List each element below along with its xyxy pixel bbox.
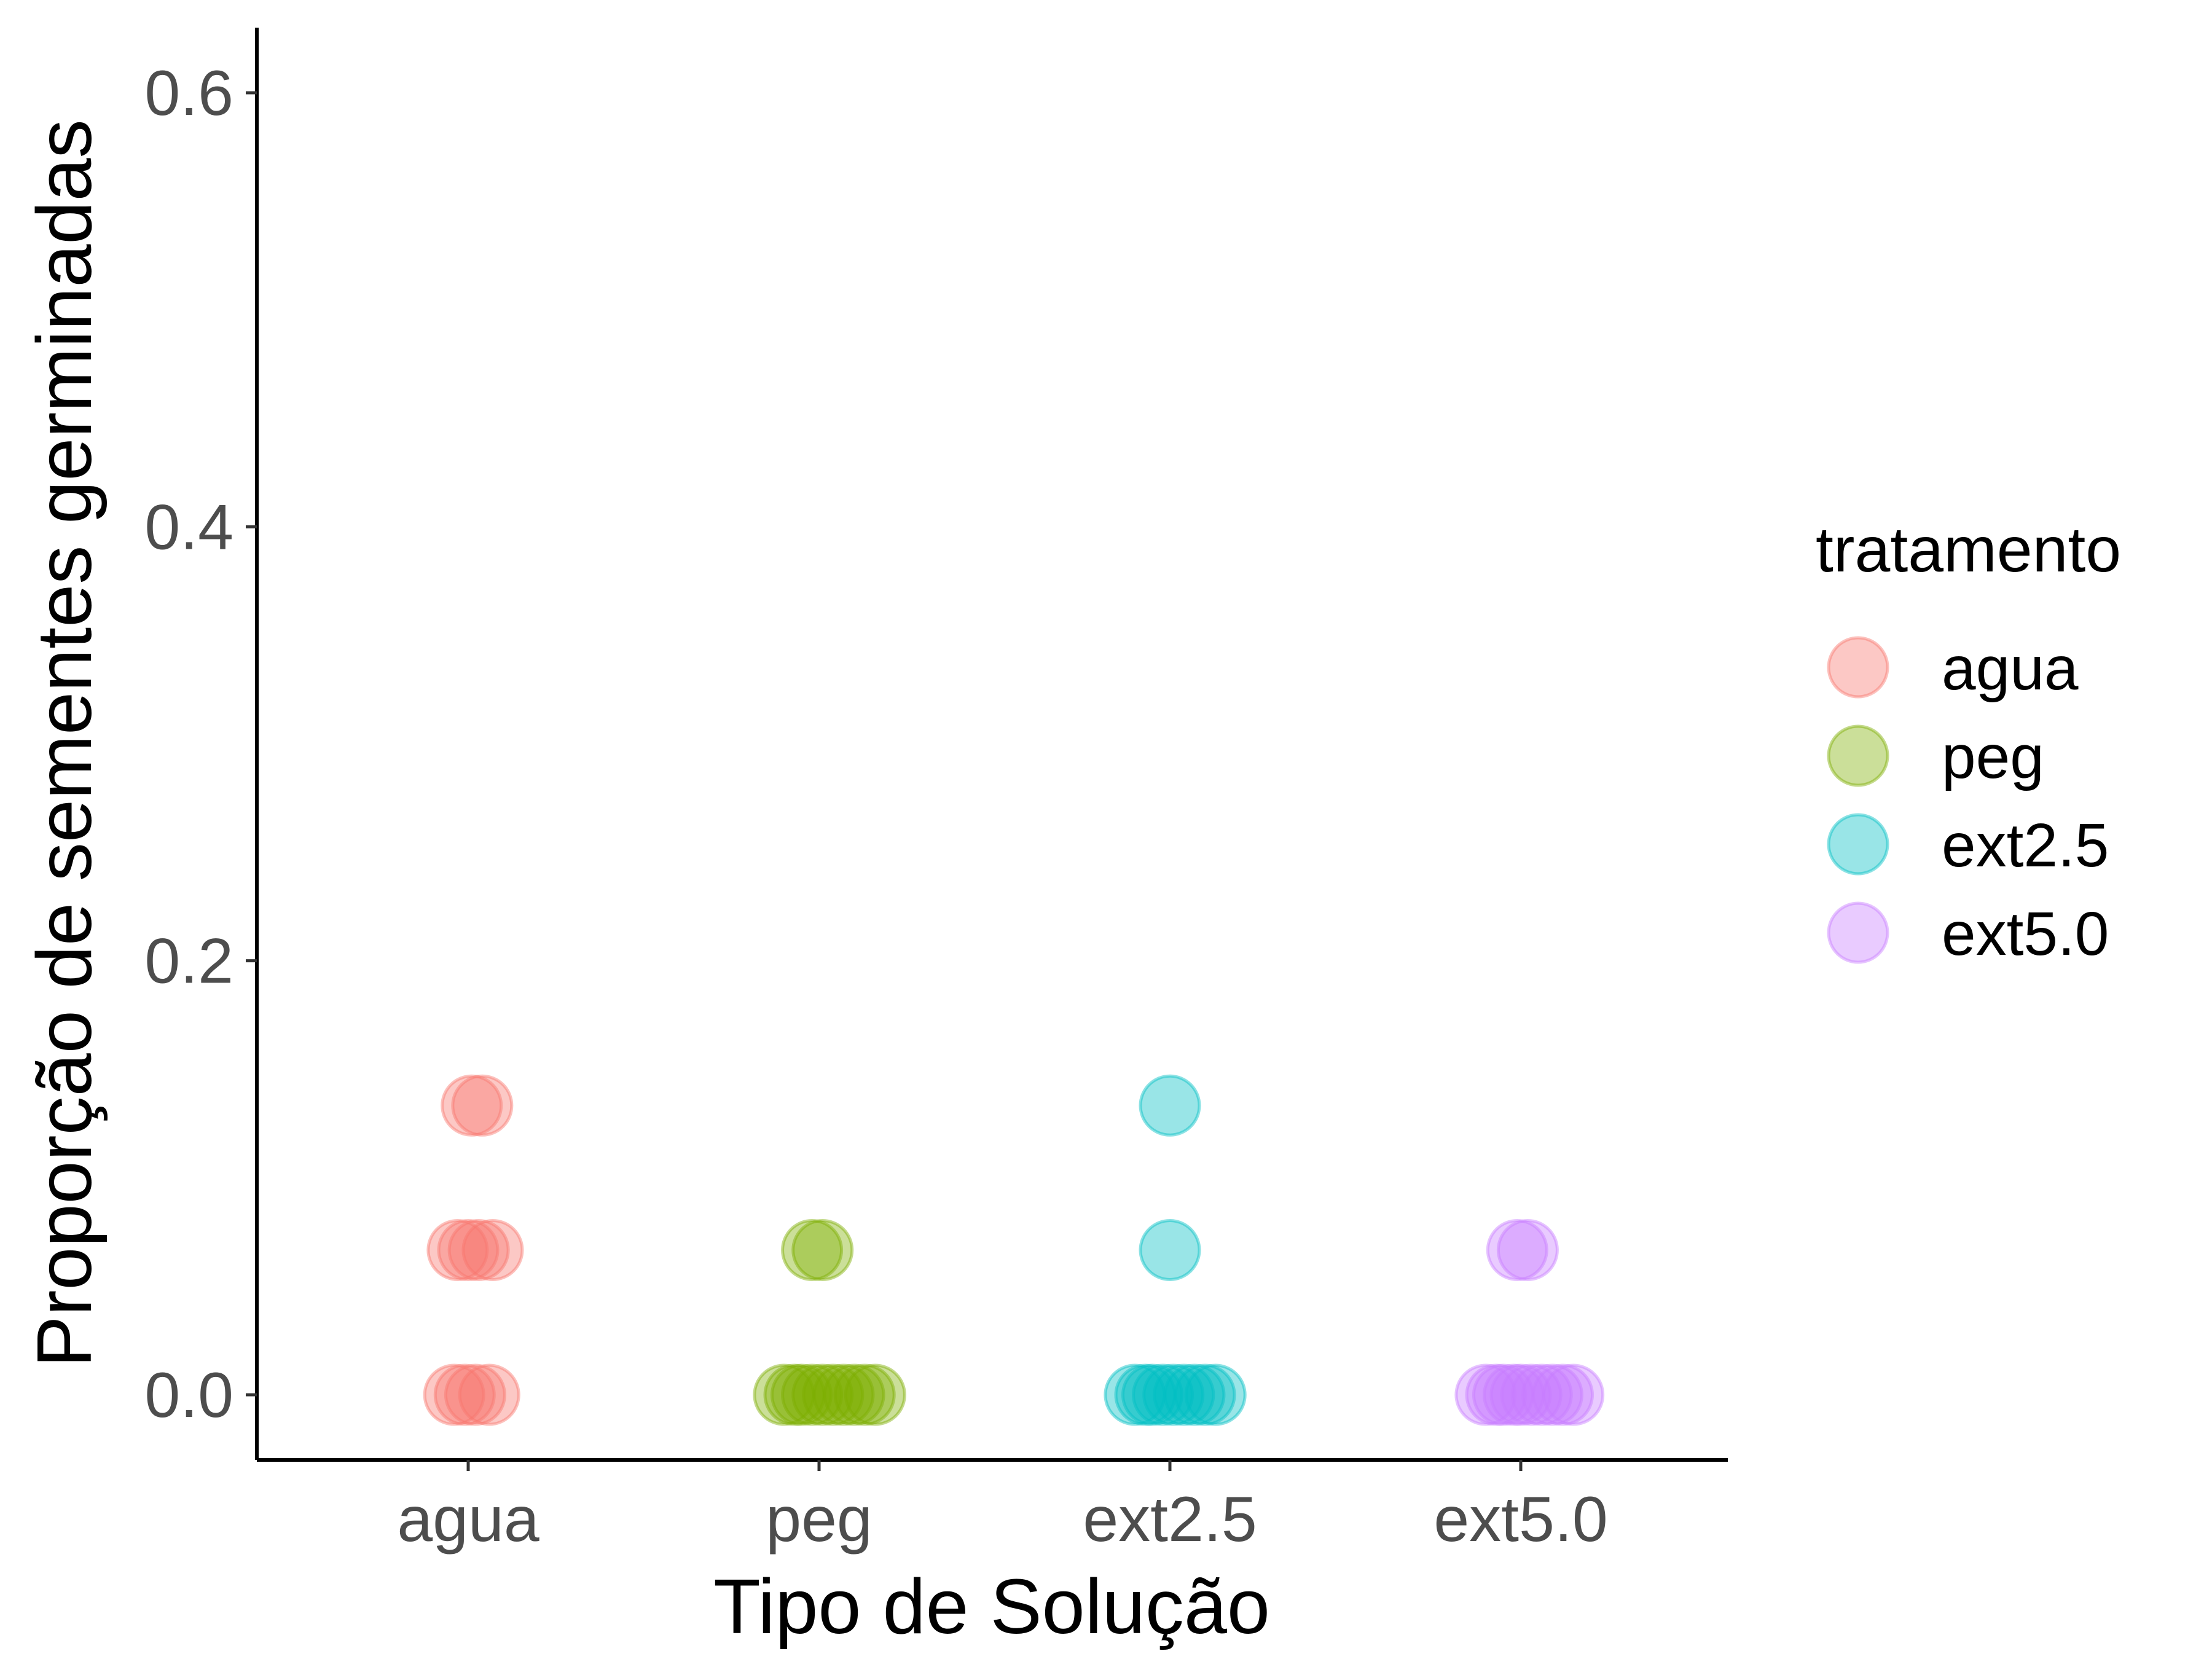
- point-ext2.5: [1139, 1074, 1201, 1137]
- point-peg: [791, 1218, 854, 1281]
- point-ext5.0: [1486, 1218, 1548, 1281]
- point-ext5.0: [1496, 1218, 1559, 1281]
- y-tick-label: 0.0: [144, 1360, 233, 1431]
- point-ext2.5: [1104, 1363, 1166, 1426]
- legend-title: tratamento: [1816, 514, 2121, 586]
- y-tick-label: 0.2: [144, 926, 233, 997]
- y-axis-title: Proporção de sementes germinadas: [21, 119, 108, 1367]
- point-ext2.5: [1139, 1218, 1201, 1281]
- point-ext2.5: [1153, 1363, 1215, 1426]
- point-ext5.0: [1489, 1363, 1552, 1426]
- point-ext5.0: [1510, 1363, 1573, 1426]
- legend-label: agua: [1942, 634, 2079, 703]
- point-peg: [823, 1363, 885, 1426]
- x-axis-title: Tipo de Solução: [713, 1563, 1270, 1650]
- point-ext5.0: [1521, 1363, 1583, 1426]
- legend-label: ext5.0: [1942, 900, 2109, 968]
- point-agua: [451, 1074, 514, 1137]
- point-ext5.0: [1542, 1363, 1605, 1426]
- legend-key-ext5.0: [1827, 901, 1889, 964]
- point-agua: [461, 1218, 524, 1281]
- legend-key-agua: [1827, 636, 1889, 699]
- legend-label: peg: [1942, 723, 2044, 791]
- y-ticks: 0.0 0.2 0.4 0.6: [144, 58, 257, 1431]
- point-peg: [770, 1363, 833, 1426]
- point-peg: [763, 1363, 826, 1426]
- point-ext5.0: [1500, 1363, 1563, 1426]
- legend-label: ext2.5: [1942, 811, 2109, 880]
- point-agua: [441, 1074, 503, 1137]
- y-tick-label: 0.4: [144, 492, 233, 563]
- legend-key-ext2.5: [1827, 813, 1889, 876]
- legend: tratamento agua peg ext2.5 ext5.0: [1816, 514, 2121, 968]
- point-peg: [844, 1363, 906, 1426]
- point-agua: [426, 1218, 489, 1281]
- point-peg: [802, 1363, 865, 1426]
- legend-items: agua peg ext2.5 ext5.0: [1827, 634, 2109, 968]
- point-peg: [781, 1363, 844, 1426]
- point-agua: [447, 1218, 510, 1281]
- point-ext5.0: [1465, 1363, 1528, 1426]
- x-tick-label: ext5.0: [1433, 1484, 1607, 1555]
- x-tick-label: peg: [766, 1484, 873, 1555]
- point-ext2.5: [1163, 1363, 1226, 1426]
- point-peg: [753, 1363, 815, 1426]
- point-peg: [791, 1363, 854, 1426]
- point-agua: [423, 1363, 485, 1426]
- point-agua: [437, 1218, 500, 1281]
- point-ext2.5: [1184, 1363, 1247, 1426]
- point-ext2.5: [1121, 1363, 1183, 1426]
- point-agua: [433, 1363, 496, 1426]
- point-peg: [812, 1363, 875, 1426]
- x-tick-label: agua: [397, 1484, 539, 1555]
- point-agua: [444, 1363, 506, 1426]
- points-layer: [423, 1074, 1605, 1426]
- point-peg: [833, 1363, 896, 1426]
- point-agua: [458, 1363, 520, 1426]
- point-ext5.0: [1532, 1363, 1594, 1426]
- y-tick-label: 0.6: [144, 58, 233, 129]
- point-peg: [781, 1218, 844, 1281]
- point-ext2.5: [1114, 1363, 1177, 1426]
- point-ext5.0: [1483, 1363, 1545, 1426]
- x-ticks: agua peg ext2.5 ext5.0: [397, 1460, 1608, 1555]
- point-ext5.0: [1472, 1363, 1534, 1426]
- point-ext5.0: [1454, 1363, 1517, 1426]
- x-tick-label: ext2.5: [1083, 1484, 1257, 1555]
- point-ext2.5: [1132, 1363, 1194, 1426]
- legend-key-peg: [1827, 724, 1889, 787]
- point-ext2.5: [1142, 1363, 1205, 1426]
- point-ext2.5: [1174, 1363, 1236, 1426]
